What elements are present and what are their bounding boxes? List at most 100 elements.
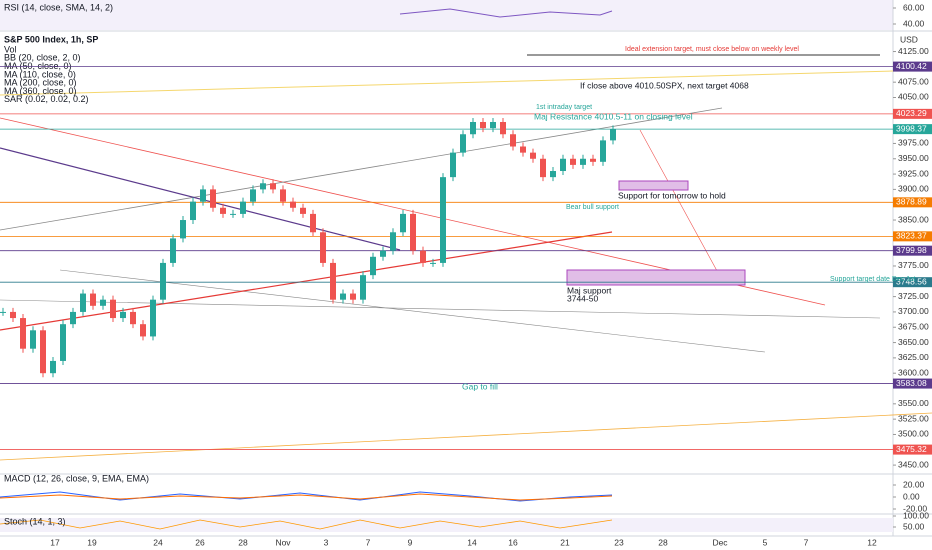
candle	[90, 293, 96, 306]
y-tick-label: 3450.00	[898, 459, 929, 469]
y-tick-label: 40.00	[903, 18, 925, 28]
x-tick-label: 5	[763, 537, 768, 547]
candle	[260, 183, 266, 190]
price-tag-label: 3583.08	[896, 378, 927, 388]
candle	[130, 311, 136, 325]
candle	[70, 311, 76, 325]
candle	[500, 122, 506, 135]
drawing-line	[0, 412, 932, 461]
candle	[110, 299, 116, 319]
y-tick-label: 3725.00	[898, 291, 929, 301]
drawing-line	[0, 69, 932, 96]
stoch-pane	[0, 518, 893, 532]
annotation: 1st intraday target	[536, 104, 592, 111]
annotation: Support for tomorrow to hold	[618, 190, 726, 200]
price-tag	[893, 108, 932, 119]
x-tick-label: 9	[408, 537, 413, 547]
x-tick-label: 12	[867, 537, 877, 547]
candle	[350, 293, 356, 300]
x-tick-label: 16	[508, 537, 518, 547]
candle	[320, 232, 326, 263]
price-tag-label: 3823.37	[896, 231, 927, 241]
y-tick-label: 3525.00	[898, 413, 929, 423]
price-tag	[893, 231, 932, 242]
price-tag-label: 3799.98	[896, 245, 927, 255]
candle	[430, 262, 436, 264]
x-tick-label: 23	[614, 537, 624, 547]
candle	[530, 152, 536, 159]
y-tick-label: 100.00	[903, 510, 929, 520]
candle	[230, 213, 236, 215]
y-tick-label: 3500.00	[898, 429, 929, 439]
candle	[440, 177, 446, 263]
price-tag-label: 4100.42	[896, 61, 927, 71]
candle	[480, 122, 486, 129]
price-tag	[893, 124, 932, 135]
candle	[390, 232, 396, 251]
x-tick-label: 24	[153, 537, 163, 547]
candle	[340, 293, 346, 300]
candle	[270, 183, 276, 190]
candle	[60, 324, 66, 361]
candle	[550, 171, 556, 178]
candle	[580, 158, 586, 165]
candle	[280, 189, 286, 202]
candle	[0, 311, 6, 313]
legend-item: SAR (0.02, 0.02, 0.2)	[4, 94, 89, 104]
rsi-pane	[0, 0, 893, 30]
y-tick-label: 3650.00	[898, 337, 929, 347]
zone	[566, 269, 746, 286]
candle	[20, 318, 26, 349]
candle	[510, 134, 516, 147]
candle	[140, 324, 146, 337]
price-tag	[893, 378, 932, 389]
legend-item: MA (360, close, 0)	[4, 86, 77, 96]
candle	[80, 293, 86, 312]
candle	[460, 134, 466, 153]
y-tick-label: 3625.00	[898, 352, 929, 362]
chart-title: S&P 500 Index, 1h, SP	[4, 34, 98, 44]
candle	[290, 201, 296, 208]
annotation: Maj support	[567, 285, 612, 295]
stoch-label: Stoch (14, 1, 3)	[4, 516, 66, 526]
candle	[180, 220, 186, 239]
price-tag-label: 3998.37	[896, 123, 927, 133]
candle	[100, 299, 106, 306]
candle	[40, 330, 46, 374]
candle	[400, 213, 406, 233]
legend-item: BB (20, close, 2, 0)	[4, 53, 81, 63]
candle	[610, 129, 616, 141]
y-tick-label: 20.00	[903, 479, 925, 489]
price-tag	[893, 444, 932, 455]
price-tag	[893, 245, 932, 256]
candle	[50, 360, 56, 374]
annotation: Gap to fill	[462, 381, 498, 391]
candle	[420, 250, 426, 263]
zone	[618, 180, 689, 191]
price-tag-label: 3748.56	[896, 276, 927, 286]
y-tick-label: -20.00	[903, 503, 927, 513]
candle	[490, 122, 496, 129]
y-tick-label: 4075.00	[898, 76, 929, 86]
y-tick-label: 3850.00	[898, 214, 929, 224]
x-tick-label: 7	[366, 537, 371, 547]
annotation: 3744-50	[567, 293, 598, 303]
candle	[540, 158, 546, 178]
legend-item: MA (110, close, 0)	[4, 69, 76, 79]
candle	[170, 238, 176, 263]
legend-item: MA (200, close, 0)	[4, 78, 77, 88]
candle	[570, 158, 576, 165]
x-tick-label: Dec	[712, 537, 728, 547]
drawing-line	[0, 299, 881, 319]
candle	[410, 213, 416, 251]
candle	[30, 330, 36, 349]
candle	[300, 207, 306, 214]
candle	[330, 262, 336, 300]
macd-label: MACD (12, 26, close, 9, EMA, EMA)	[4, 473, 149, 483]
candle	[310, 213, 316, 233]
candle	[210, 189, 216, 208]
candle	[470, 122, 476, 135]
stoch-line	[0, 519, 613, 530]
y-tick-label: 50.00	[903, 521, 925, 531]
